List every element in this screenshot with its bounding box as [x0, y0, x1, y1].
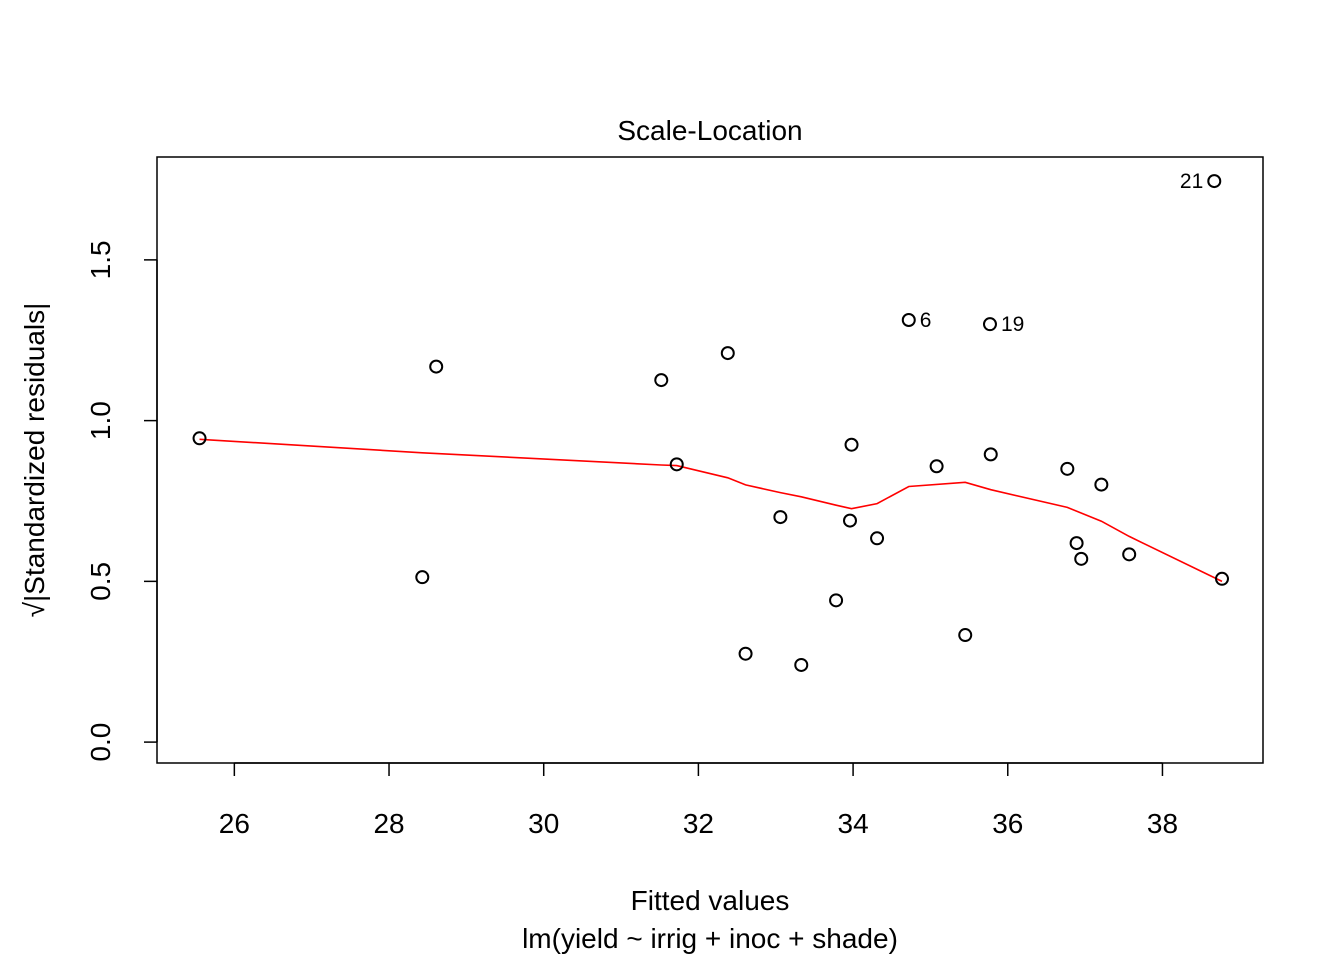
data-point [1215, 571, 1230, 586]
x-tick-label: 38 [1147, 808, 1178, 839]
point-labels-layer: 6 19 21 [920, 170, 1204, 336]
data-point [794, 657, 809, 672]
y-tick-label: 1.5 [85, 240, 116, 279]
y-axis-title-radical: √ [19, 601, 50, 617]
chart-subtitle: lm(yield ~ irrig + inoc + shade) [522, 923, 898, 954]
x-tick-label: 34 [838, 808, 869, 839]
data-point [738, 646, 753, 661]
y-tick-label: 1.0 [85, 401, 116, 440]
points-layer [192, 174, 1230, 672]
data-point [1069, 536, 1084, 551]
data-point [415, 570, 430, 585]
y-axis: 0.0 0.5 1.0 1.5 [85, 240, 158, 762]
chart-title: Scale-Location [617, 115, 802, 146]
data-point [720, 346, 735, 361]
data-point [829, 593, 844, 608]
data-point [844, 437, 859, 452]
svg-text:√|Standardized residuals|: √|Standardized residuals| [19, 303, 50, 618]
point-id-label: 19 [1001, 313, 1024, 336]
data-point [958, 628, 973, 643]
x-tick-label: 28 [373, 808, 404, 839]
y-axis-title-text: |Standardized residuals| [19, 303, 50, 602]
x-tick-label: 32 [683, 808, 714, 839]
data-point [1207, 174, 1222, 189]
y-tick-label: 0.5 [85, 562, 116, 601]
data-point [983, 447, 998, 462]
data-point [654, 373, 669, 388]
data-point [929, 459, 944, 474]
data-point [842, 513, 857, 528]
data-point [192, 431, 207, 446]
data-point [669, 457, 684, 472]
x-tick-label: 36 [992, 808, 1023, 839]
data-point [773, 510, 788, 525]
data-point [1094, 477, 1109, 492]
data-point [870, 531, 885, 546]
smooth-line [199, 438, 1223, 583]
data-point [1122, 547, 1137, 562]
data-point [901, 312, 916, 327]
point-id-label: 6 [920, 309, 932, 332]
point-id-label: 21 [1180, 170, 1203, 193]
data-point [1060, 461, 1075, 476]
data-point [1074, 551, 1089, 566]
x-tick-label: 30 [528, 808, 559, 839]
data-point [982, 317, 997, 332]
x-tick-label: 26 [219, 808, 250, 839]
y-axis-title: √|Standardized residuals| [19, 303, 50, 618]
x-axis: 26 28 30 32 34 36 38 [219, 762, 1178, 839]
data-point [429, 359, 444, 374]
x-axis-title: Fitted values [631, 885, 790, 916]
y-tick-label: 0.0 [85, 723, 116, 762]
